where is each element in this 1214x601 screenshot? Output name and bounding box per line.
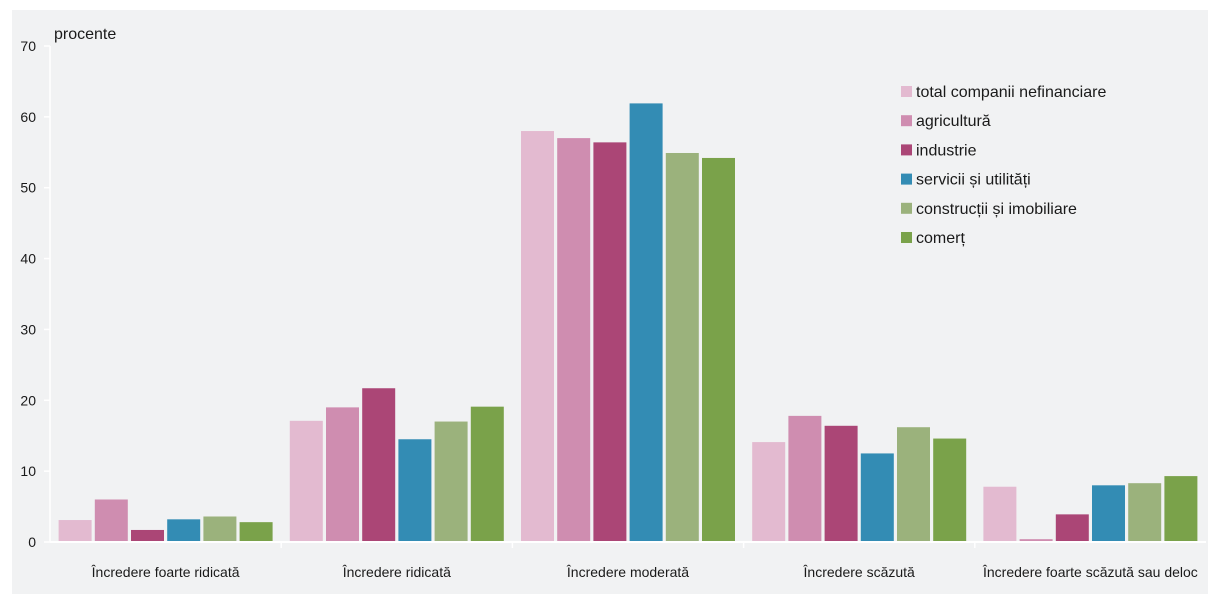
- bar: [824, 425, 858, 542]
- bar: [752, 442, 786, 542]
- bar: [557, 138, 591, 542]
- bar: [289, 420, 323, 542]
- x-tick-label: Încredere moderată: [566, 564, 689, 580]
- bar: [131, 529, 164, 542]
- legend-swatch: [901, 144, 912, 156]
- y-unit-label: procente: [54, 26, 116, 43]
- bar: [593, 142, 627, 542]
- bar: [521, 131, 554, 542]
- legend-label: construcții și imobiliare: [916, 201, 1077, 218]
- legend: total companii nefinanciare agricultură in…: [901, 84, 1106, 247]
- bar: [167, 519, 201, 542]
- bar: [702, 157, 735, 542]
- bar: [470, 406, 504, 542]
- legend-swatch: [901, 115, 912, 127]
- legend-label: industrie: [916, 142, 977, 159]
- bar: [665, 152, 699, 542]
- bar: [1019, 539, 1053, 542]
- legend-label: comerț: [916, 230, 965, 247]
- bar: [94, 499, 128, 542]
- bar: [788, 415, 822, 542]
- y-tick-label: 60: [20, 109, 36, 125]
- legend-swatch: [901, 232, 912, 243]
- legend-swatch: [901, 86, 912, 97]
- y-tick-label: 20: [20, 392, 36, 408]
- y-tick-label: 30: [20, 321, 36, 337]
- x-tick-label: Încredere ridicată: [342, 564, 451, 580]
- bar: [203, 516, 237, 542]
- bar: [1128, 483, 1162, 542]
- bar: [1164, 476, 1198, 542]
- bar: [434, 421, 468, 542]
- legend-swatch: [901, 202, 912, 214]
- y-axis: 0 10 20 30 40 50 60 70: [20, 38, 51, 550]
- y-tick-label: 50: [20, 180, 36, 196]
- bar: [860, 453, 894, 542]
- legend-label: total companii nefinanciare: [916, 84, 1106, 101]
- x-tick-label: Încredere foarte ridicată: [91, 564, 240, 580]
- bar: [897, 427, 930, 542]
- bar: [629, 103, 663, 542]
- legend-swatch: [901, 173, 912, 185]
- y-tick-label: 10: [20, 463, 36, 479]
- x-axis: Încredere foarte ridicată Încredere ridic…: [50, 541, 1206, 580]
- bar: [1092, 485, 1125, 542]
- bars: [58, 103, 1198, 542]
- bar: [239, 522, 273, 542]
- bar: [983, 486, 1017, 542]
- bar: [58, 520, 92, 542]
- legend-label: servicii și utilități: [916, 172, 1031, 189]
- y-tick-label: 70: [20, 38, 36, 54]
- bar: [1055, 514, 1089, 542]
- bar: [398, 439, 432, 542]
- y-tick-label: 0: [28, 534, 36, 550]
- x-tick-label: Încredere foarte scăzută sau deloc: [982, 564, 1198, 580]
- chart-panel: 0 10 20 30 40 50 60 70 procente Încredere foart…: [12, 10, 1208, 594]
- bar: [933, 438, 967, 542]
- bar: [362, 388, 396, 542]
- x-tick-label: Încredere scăzută: [803, 564, 915, 580]
- legend-label: agricultură: [916, 113, 991, 130]
- bar: [326, 407, 359, 542]
- bar-chart: 0 10 20 30 40 50 60 70 procente Încredere foart…: [20, 26, 1206, 580]
- y-tick-label: 40: [20, 251, 36, 267]
